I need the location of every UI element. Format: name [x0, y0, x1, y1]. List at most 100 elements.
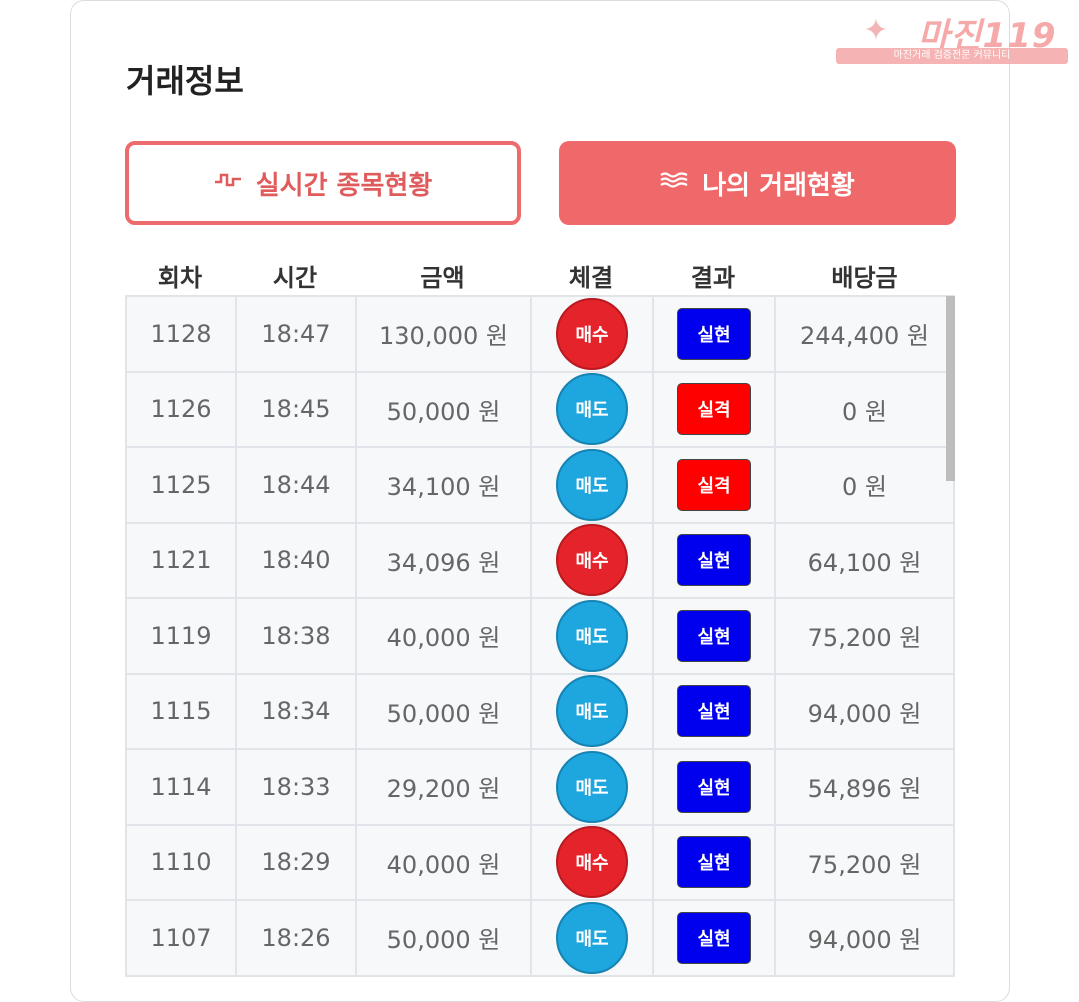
header-payout: 배당금	[831, 263, 898, 292]
amount-cell: 50,000 원	[355, 901, 530, 975]
waves-icon	[660, 170, 688, 196]
table-row[interactable]: 1125 18:44 34,100 원 매도 실격 0 원	[125, 448, 955, 524]
trade-cell: 매도	[530, 674, 652, 748]
time-cell: 18:40	[235, 523, 355, 597]
live-status-button[interactable]: 실시간 종목현황	[125, 141, 521, 225]
payout-cell: 0 원	[774, 372, 955, 446]
payout-cell: 75,200 원	[774, 825, 955, 899]
payout-cell: 94,000 원	[774, 901, 955, 975]
sell-badge: 매도	[556, 901, 628, 974]
eagle-emblem-icon: ✦	[863, 13, 889, 48]
result-cell: 실격	[652, 448, 774, 522]
trade-table[interactable]: 1128 18:47 130,000 원 매수 실현 244,400 원 1126 18:45…	[125, 295, 955, 997]
pulse-icon	[214, 170, 242, 196]
buy-badge: 매수	[556, 524, 628, 597]
sell-badge: 매도	[556, 599, 628, 672]
amount-cell: 50,000 원	[355, 372, 530, 446]
my-trades-button[interactable]: 나의 거래현황	[559, 141, 956, 225]
trade-cell: 매도	[530, 448, 652, 522]
payout-cell: 64,100 원	[774, 523, 955, 597]
my-trades-label: 나의 거래현황	[702, 170, 855, 201]
result-cell: 실현	[652, 297, 774, 371]
result-cell: 실격	[652, 372, 774, 446]
payout-cell: 244,400 원	[774, 297, 955, 371]
amount-cell: 29,200 원	[355, 750, 530, 824]
round-cell: 1114	[125, 750, 235, 824]
round-cell: 1115	[125, 674, 235, 748]
amount-cell: 50,000 원	[355, 674, 530, 748]
realized-badge: 실현	[677, 911, 751, 964]
header-trade: 체결	[568, 263, 614, 292]
payout-cell: 54,896 원	[774, 750, 955, 824]
realized-badge: 실현	[677, 609, 751, 662]
table-row[interactable]: 1115 18:34 50,000 원 매도 실현 94,000 원	[125, 674, 955, 750]
round-cell: 1119	[125, 599, 235, 673]
time-cell: 18:45	[235, 372, 355, 446]
sell-badge: 매도	[556, 448, 628, 521]
amount-cell: 34,096 원	[355, 523, 530, 597]
result-cell: 실현	[652, 825, 774, 899]
table-header: 회차 시간 금액 체결 결과 배당금	[125, 255, 955, 295]
trade-cell: 매수	[530, 297, 652, 371]
trade-cell: 매도	[530, 372, 652, 446]
result-cell: 실현	[652, 523, 774, 597]
round-cell: 1126	[125, 372, 235, 446]
disqualified-badge: 실격	[677, 383, 751, 436]
header-time: 시간	[272, 263, 318, 292]
realized-badge: 실현	[677, 307, 751, 360]
result-cell: 실현	[652, 901, 774, 975]
table-scrollbar[interactable]	[946, 296, 955, 481]
site-logo[interactable]: ✦ 마진119 마진거래 검증전문 커뮤니티	[836, 8, 1068, 64]
disqualified-badge: 실격	[677, 458, 751, 511]
result-cell: 실현	[652, 674, 774, 748]
round-cell: 1128	[125, 297, 235, 371]
table-row[interactable]: 1128 18:47 130,000 원 매수 실현 244,400 원	[125, 297, 955, 373]
header-round: 회차	[157, 263, 203, 292]
realized-badge: 실현	[677, 685, 751, 738]
table-row[interactable]: 1110 18:29 40,000 원 매수 실현 75,200 원	[125, 825, 955, 901]
page-title: 거래정보	[126, 62, 244, 100]
table-row[interactable]: 1121 18:40 34,096 원 매수 실현 64,100 원	[125, 523, 955, 599]
trade-cell: 매도	[530, 750, 652, 824]
time-cell: 18:34	[235, 674, 355, 748]
round-cell: 1121	[125, 523, 235, 597]
amount-cell: 40,000 원	[355, 825, 530, 899]
time-cell: 18:26	[235, 901, 355, 975]
time-cell: 18:29	[235, 825, 355, 899]
table-row[interactable]: 1114 18:33 29,200 원 매도 실현 54,896 원	[125, 750, 955, 826]
realized-badge: 실현	[677, 534, 751, 587]
amount-cell: 34,100 원	[355, 448, 530, 522]
time-cell: 18:33	[235, 750, 355, 824]
time-cell: 18:47	[235, 297, 355, 371]
sell-badge: 매도	[556, 373, 628, 446]
table-row[interactable]: 1126 18:45 50,000 원 매도 실격 0 원	[125, 372, 955, 448]
payout-cell: 75,200 원	[774, 599, 955, 673]
result-cell: 실현	[652, 599, 774, 673]
realized-badge: 실현	[677, 836, 751, 889]
payout-cell: 0 원	[774, 448, 955, 522]
buy-badge: 매수	[556, 297, 628, 370]
round-cell: 1110	[125, 825, 235, 899]
trade-cell: 매수	[530, 523, 652, 597]
sell-badge: 매도	[556, 675, 628, 748]
amount-cell: 130,000 원	[355, 297, 530, 371]
payout-cell: 94,000 원	[774, 674, 955, 748]
result-cell: 실현	[652, 750, 774, 824]
trade-cell: 매수	[530, 825, 652, 899]
trade-cell: 매도	[530, 901, 652, 975]
table-row[interactable]: 1119 18:38 40,000 원 매도 실현 75,200 원	[125, 599, 955, 675]
header-result: 결과	[690, 263, 736, 292]
table-row[interactable]: 1107 18:26 50,000 원 매도 실현 94,000 원	[125, 901, 955, 977]
buy-badge: 매수	[556, 826, 628, 899]
round-cell: 1125	[125, 448, 235, 522]
amount-cell: 40,000 원	[355, 599, 530, 673]
logo-tagline: 마진거래 검증전문 커뮤니티	[836, 48, 1068, 64]
time-cell: 18:38	[235, 599, 355, 673]
round-cell: 1107	[125, 901, 235, 975]
trade-cell: 매도	[530, 599, 652, 673]
realized-badge: 실현	[677, 760, 751, 813]
header-amount: 금액	[420, 263, 465, 292]
live-status-label: 실시간 종목현황	[255, 170, 433, 201]
sell-badge: 매도	[556, 750, 628, 823]
time-cell: 18:44	[235, 448, 355, 522]
